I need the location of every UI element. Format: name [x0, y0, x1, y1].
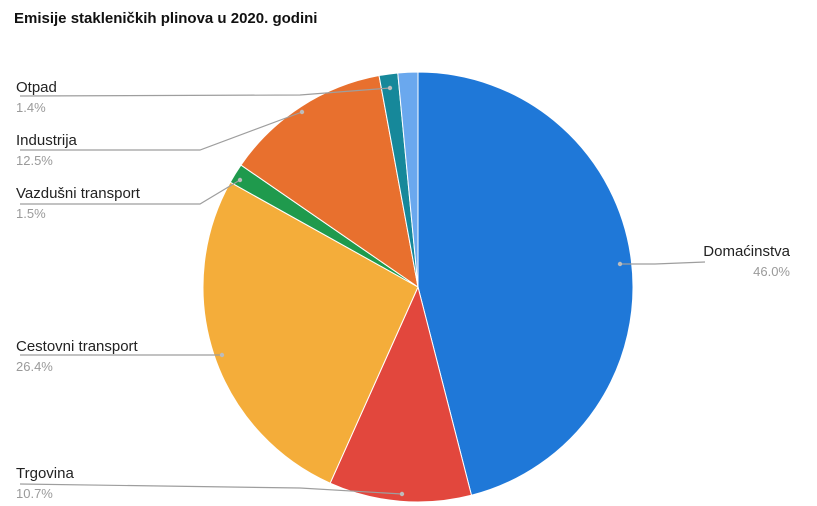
leader-line	[19, 87, 391, 97]
slice-percent-label: 1.4%	[16, 100, 46, 115]
slice-labels: Domaćinstva 46.0% Trgovina 10.7% Cestovni tr…	[16, 79, 791, 501]
leader-dot	[219, 352, 225, 358]
slice-label: Industrija	[16, 132, 78, 149]
leader-line	[19, 483, 403, 495]
pie-slice-unlabeled	[397, 71, 419, 288]
leader-dot	[237, 177, 243, 183]
slice-percent-label: 1.5%	[16, 206, 46, 221]
pie-slice-trgovina	[329, 285, 473, 503]
slice-label: Vazdušni transport	[16, 185, 141, 202]
leader-line	[20, 179, 241, 205]
leader-dot	[387, 85, 393, 91]
pie-slice-industrija	[240, 74, 419, 289]
slice-label: Domaćinstva	[703, 243, 790, 260]
slice-label: Otpad	[16, 79, 57, 96]
leader-lines	[19, 85, 706, 497]
leader-dot	[617, 261, 623, 267]
slice-percent-label: 10.7%	[16, 486, 53, 501]
slice-percent-label: 12.5%	[16, 153, 53, 168]
leader-dot	[299, 109, 305, 115]
leader-dot	[399, 491, 405, 497]
leader-line	[620, 261, 706, 265]
slice-percent-label: 46.0%	[753, 264, 790, 279]
pie-slice-domaćinstva	[417, 71, 634, 496]
slice-label: Cestovni transport	[16, 338, 139, 355]
slice-label: Trgovina	[16, 465, 74, 482]
chart-title: Emisije stakleničkih plinova u 2020. god…	[14, 10, 318, 27]
leader-line	[20, 111, 303, 151]
pie-slices	[202, 71, 634, 503]
slice-percent-label: 26.4%	[16, 359, 53, 374]
